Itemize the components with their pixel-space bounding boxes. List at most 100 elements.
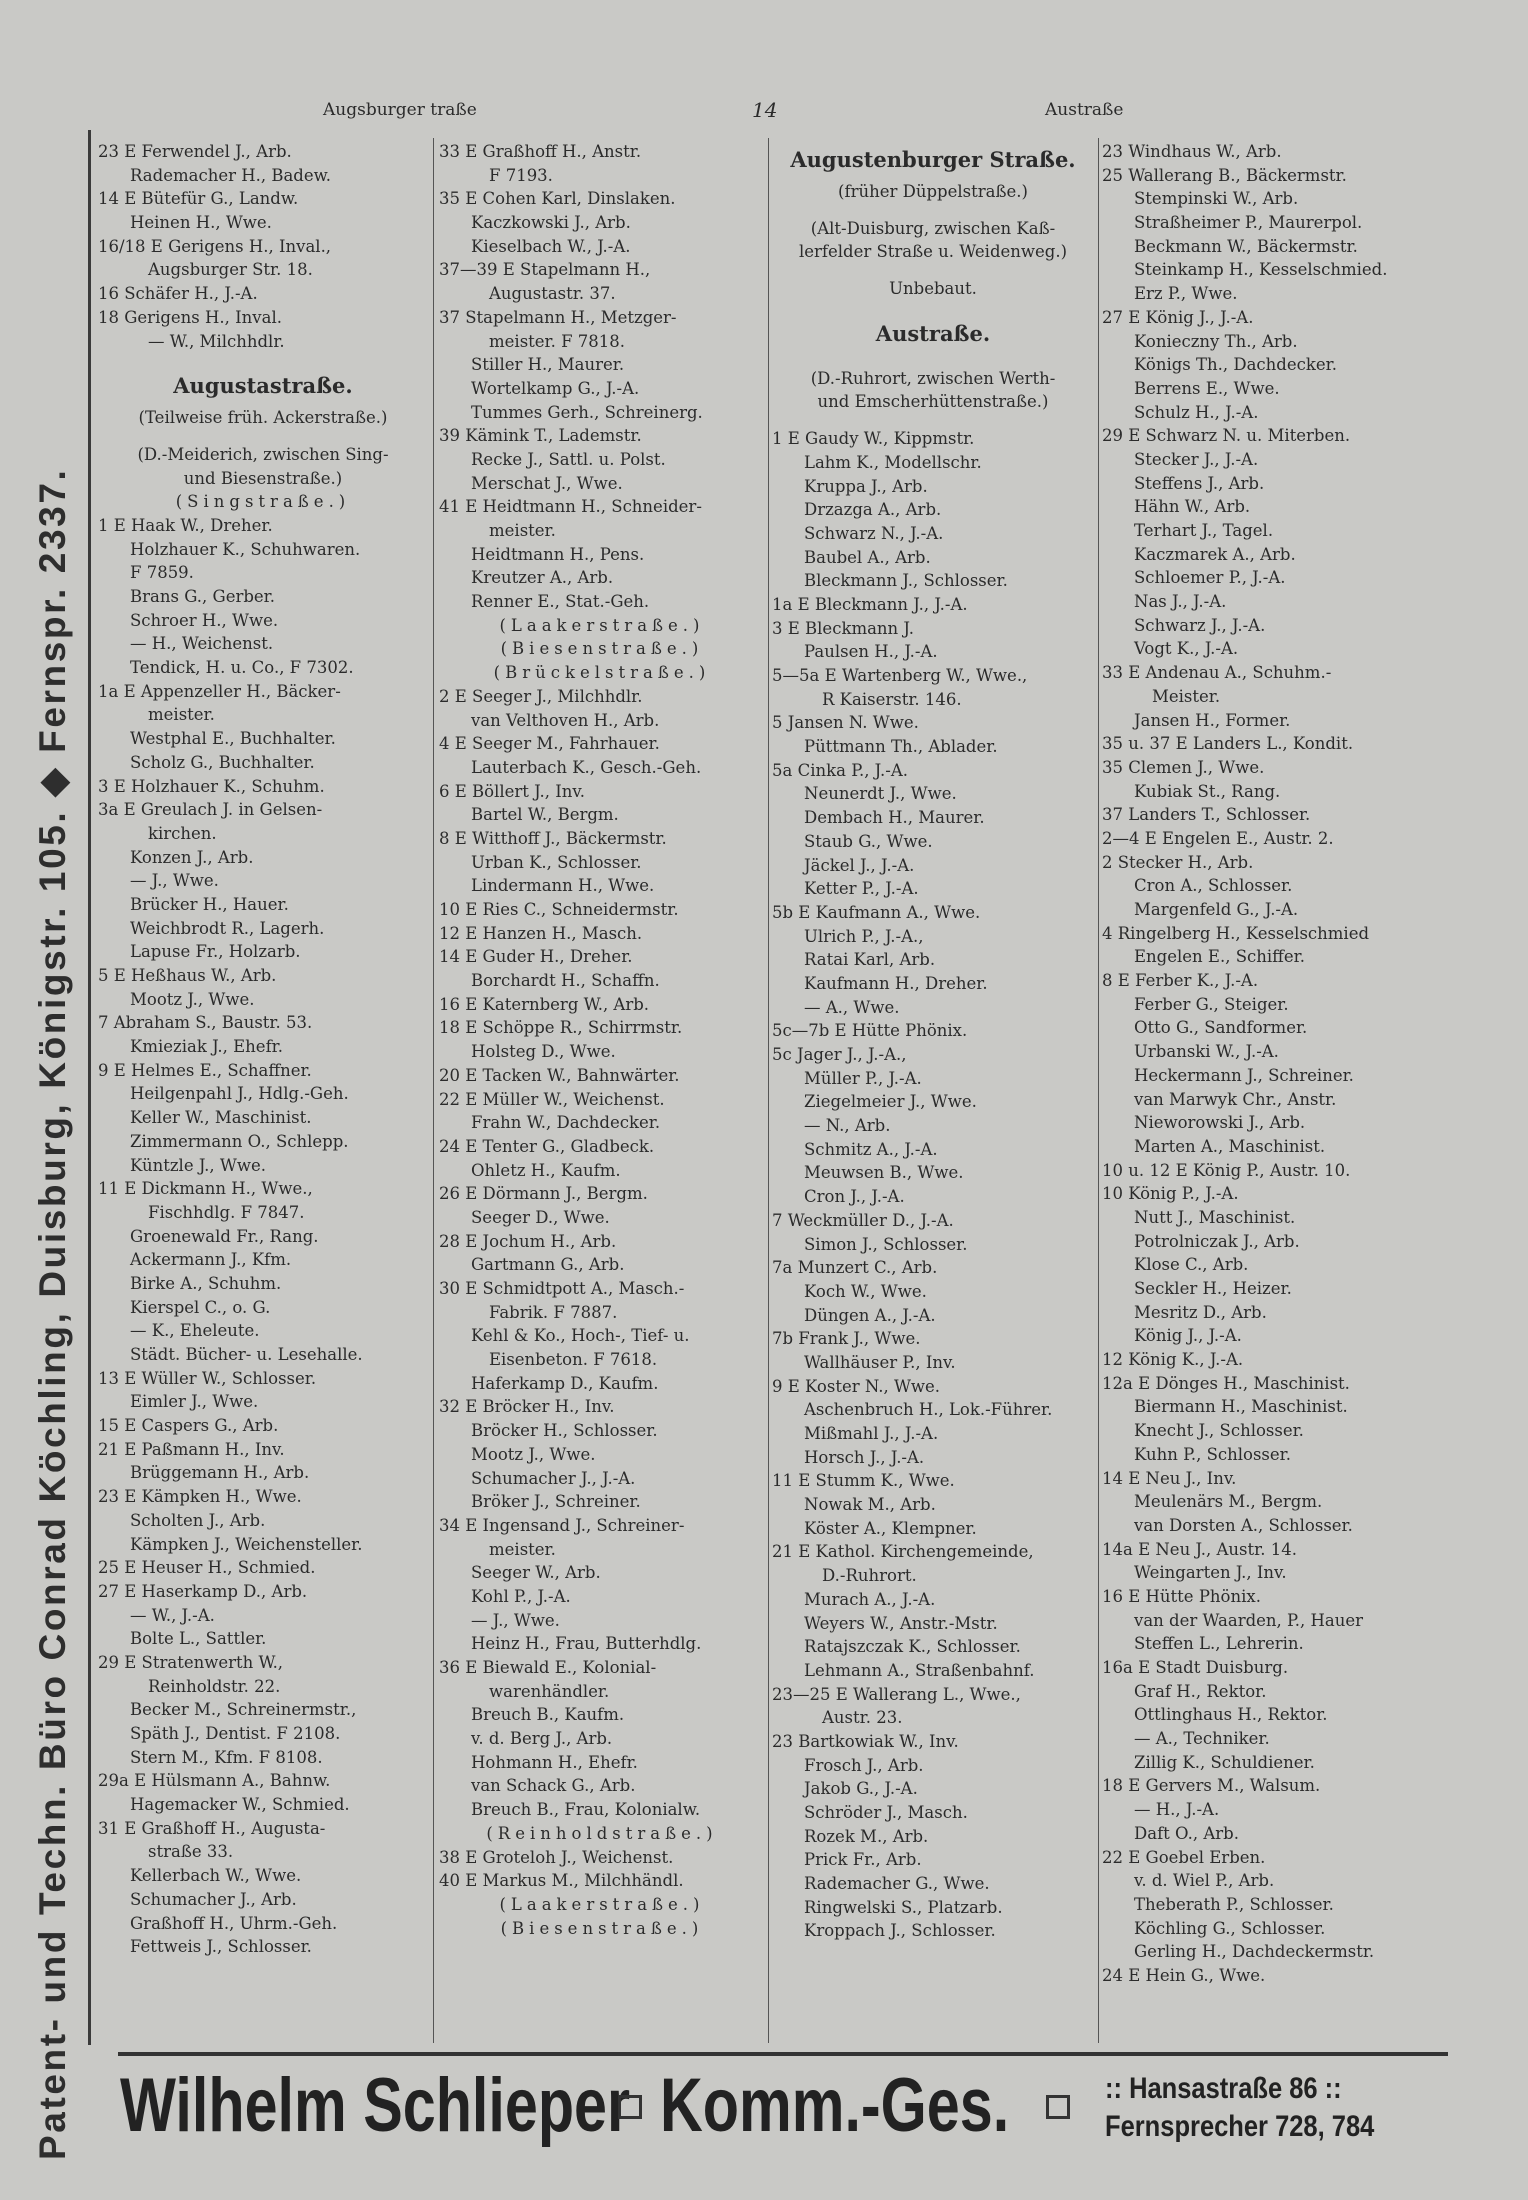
directory-entry: 12a E Dönges H., Maschinist. <box>1102 1373 1350 1393</box>
directory-entry: 18 E Gervers M., Walsum. <box>1102 1776 1321 1796</box>
directory-entry-continuation: Staub G., Wwe. <box>804 831 933 851</box>
directory-entry-continuation: Knecht J., Schlosser. <box>1134 1421 1304 1441</box>
directory-entry-continuation: Lahm K., Modellschr. <box>804 452 982 472</box>
directory-entry-continuation: Kierspel C., o. G. <box>130 1297 271 1317</box>
directory-entry: 10 u. 12 E König P., Austr. 10. <box>1102 1160 1351 1180</box>
directory-entry-continuation: Urban K., Schlosser. <box>471 852 642 872</box>
directory-entry-continuation: Ulrich P., J.-A., <box>804 926 924 946</box>
spacer <box>770 264 1096 277</box>
directory-entry-continuation: D.-Ruhrort. <box>822 1566 917 1586</box>
directory-entry-continuation: Nas J., J.-A. <box>1134 592 1227 612</box>
directory-entry: 35 Clemen J., Wwe. <box>1102 757 1265 777</box>
directory-entry: 14 E Neu J., Inv. <box>1102 1468 1237 1488</box>
directory-entry: 33 E Graßhoff H., Anstr. <box>439 142 642 161</box>
running-head-right: Austraße <box>1045 100 1124 120</box>
directory-entry: 5 E Heßhaus W., Arb. <box>98 966 277 985</box>
directory-entry: 11 E Stumm K., Wwe. <box>772 1471 955 1491</box>
street-note: Unbebaut. <box>889 279 977 299</box>
directory-entry-continuation: Holzhauer K., Schuhwaren. <box>130 539 361 559</box>
footer-rule <box>118 2052 1448 2056</box>
directory-entry-continuation: Konzen J., Arb. <box>130 847 254 867</box>
directory-entry: 1 E Haak W., Dreher. <box>98 515 273 535</box>
directory-entry-continuation: Potrolniczak J., Arb. <box>1134 1231 1300 1251</box>
directory-entry-continuation: Fettweis J., Schlosser. <box>130 1937 312 1957</box>
directory-entry: 9 E Koster N., Wwe. <box>772 1376 941 1396</box>
directory-entry-continuation: Augustastr. 37. <box>489 284 616 304</box>
directory-entry-continuation: Rademacher G., Wwe. <box>804 1874 990 1894</box>
directory-entry-continuation: Koch W., Wwe. <box>804 1281 927 1301</box>
directory-entry-continuation: Schmitz A., J.-A. <box>804 1139 938 1159</box>
directory-entry-continuation: Straßheimer P., Maurerpol. <box>1134 213 1363 233</box>
directory-entry: 21 E Paßmann H., Inv. <box>98 1439 285 1459</box>
directory-entry-continuation: Heidtmann H., Pens. <box>471 544 645 564</box>
directory-entry: 4 Ringelberg H., Kesselschmied <box>1102 923 1370 943</box>
directory-entry-continuation: Lauterbach K., Gesch.-Geh. <box>471 757 702 777</box>
directory-entry: 18 E Schöppe R., Schirrmstr. <box>439 1018 683 1038</box>
directory-entry: 1a E Appenzeller H., Bäcker- <box>98 681 341 701</box>
directory-entry-continuation: Ratai Karl, Arb. <box>804 950 936 970</box>
directory-entry-continuation: Daft O., Arb. <box>1134 1823 1239 1843</box>
directory-entry: 23 E Ferwendel J., Arb. <box>98 142 292 161</box>
directory-entry-continuation: — W., J.-A. <box>130 1605 215 1625</box>
directory-entry-continuation: Schloemer P., J.-A. <box>1134 568 1286 588</box>
directory-entry-continuation: Mesritz D., Arb. <box>1134 1302 1267 1322</box>
directory-entry-continuation: Meulenärs M., Bergm. <box>1134 1492 1323 1512</box>
directory-entry: 5c Jager J., J.-A., <box>772 1045 907 1064</box>
directory-entry-continuation: Schwarz N., J.-A. <box>804 523 944 543</box>
directory-entry: 39 Kämink T., Lademstr. <box>439 426 642 446</box>
cross-street: (Biesenstraße.) <box>500 1918 704 1938</box>
directory-entry: 37—39 E Stapelmann H., <box>439 260 651 280</box>
directory-entry-continuation: Weingarten J., Inv. <box>1134 1563 1287 1583</box>
directory-entry-continuation: Brüggemann H., Arb. <box>130 1463 310 1483</box>
directory-entry-continuation: — J., Wwe. <box>471 1610 560 1630</box>
directory-entry-continuation: Heinen H., Wwe. <box>130 213 272 233</box>
directory-entry: 7a Munzert C., Arb. <box>772 1258 938 1278</box>
directory-entry-continuation: Stempinski W., Arb. <box>1134 189 1299 209</box>
directory-entry-continuation: Jansen H., Former. <box>1134 710 1291 730</box>
directory-entry-continuation: Fischhdlg. F 7847. <box>148 1202 305 1222</box>
directory-entry-continuation: Scholz G., Buchhalter. <box>130 752 315 772</box>
directory-entry-continuation: Paulsen H., J.-A. <box>804 642 938 662</box>
directory-entry-continuation: Seeger D., Wwe. <box>471 1207 610 1227</box>
directory-entry-continuation: Heinz H., Frau, Butterhdlg. <box>471 1634 702 1654</box>
directory-entry: 37 Landers T., Schlosser. <box>1102 805 1311 825</box>
directory-entry-continuation: — W., Milchhdlr. <box>148 331 285 351</box>
directory-entry-continuation: — K., Eheleute. <box>130 1321 260 1341</box>
directory-entry-continuation: Biermann H., Maschinist. <box>1134 1397 1348 1417</box>
directory-entry-continuation: Terhart J., Tagel. <box>1134 521 1274 540</box>
directory-entry: 24 E Tenter G., Gladbeck. <box>439 1136 655 1156</box>
directory-entry-continuation: — H., J.-A. <box>1134 1800 1220 1820</box>
directory-entry: 29a E Hülsmann A., Bahnw. <box>98 1771 331 1791</box>
directory-entry-continuation: Bröcker H., Schlosser. <box>471 1421 658 1441</box>
square-ornament-icon <box>618 2095 642 2119</box>
street-note: lerfelder Straße u. Weidenweg.) <box>798 242 1068 262</box>
directory-entry-continuation: Drzazga A., Arb. <box>804 500 942 520</box>
directory-entry-continuation: Wortelkamp G., J.-A. <box>471 378 640 398</box>
directory-entry-continuation: Breuch B., Kaufm. <box>471 1705 625 1725</box>
directory-entry-continuation: Zimmermann O., Schlepp. <box>130 1131 349 1151</box>
directory-entry: 25 Wallerang B., Bäckermstr. <box>1102 165 1347 185</box>
directory-entry-continuation: Vogt K., J.-A. <box>1134 639 1239 659</box>
directory-entry-continuation: Urbanski W., J.-A. <box>1134 1042 1279 1062</box>
directory-entry-continuation: warenhändler. <box>489 1681 610 1701</box>
directory-entry: 32 E Bröcker H., Inv. <box>439 1397 615 1417</box>
directory-entry-continuation: Nieworowski J., Arb. <box>1134 1113 1306 1133</box>
directory-entry-continuation: Schroer H., Wwe. <box>130 610 279 630</box>
directory-entry: 5b E Kaufmann A., Wwe. <box>772 902 981 922</box>
directory-entry-continuation: Recke J., Sattl. u. Polst. <box>471 449 666 469</box>
directory-entry-continuation: Städt. Bücher- u. Lesehalle. <box>130 1345 363 1364</box>
ad-contact: :: Hansastraße 86 :: Fernsprecher 728, 7… <box>1105 2070 1374 2146</box>
directory-entry-continuation: Weyers W., Anstr.-Mstr. <box>804 1613 998 1633</box>
directory-entry: 7 Abraham S., Baustr. 53. <box>98 1013 313 1033</box>
directory-entry-continuation: Kubiak St., Rang. <box>1134 781 1281 801</box>
directory-entry-continuation: Simon J., Schlosser. <box>804 1234 968 1254</box>
directory-entry-continuation: Kreutzer A., Arb. <box>471 568 614 588</box>
directory-entry: 16 E Hütte Phönix. <box>1102 1586 1261 1606</box>
directory-entry: 35 u. 37 E Landers L., Kondit. <box>1102 734 1354 754</box>
directory-entry-continuation: Beckmann W., Bäckermstr. <box>1134 236 1358 256</box>
directory-entry: 5c—7b E Hütte Phönix. <box>772 1021 968 1041</box>
directory-entry: 14 E Bütefür G., Landw. <box>98 189 299 209</box>
directory-entry-continuation: Zillig K., Schuldiener. <box>1134 1752 1315 1772</box>
directory-entry: 35 E Cohen Karl, Dinslaken. <box>439 189 676 209</box>
directory-entry-continuation: Ratajszczak K., Schlosser. <box>804 1637 1021 1657</box>
